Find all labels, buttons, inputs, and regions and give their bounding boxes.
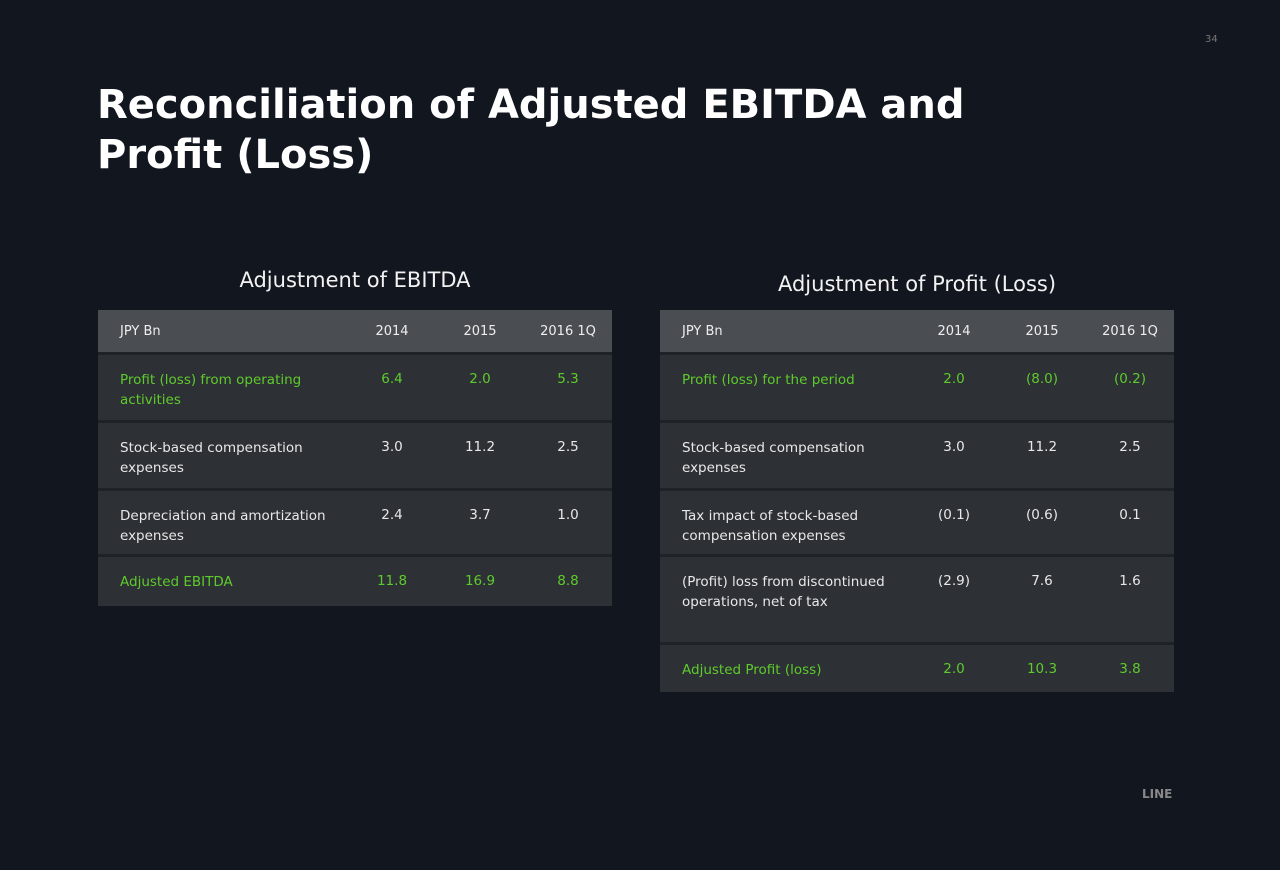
cell-value: 0.1 (1086, 488, 1174, 556)
profit-table-title: Adjustment of Profit (Loss) (777, 272, 1057, 296)
table-row: Profit (loss) for the period 2.0 (8.0) (0.2… (660, 352, 1174, 422)
cell-value: 1.0 (524, 488, 612, 556)
cell-value: (0.2) (1086, 352, 1174, 422)
table-row: Adjusted Profit (loss) 2.0 10.3 3.8 (660, 642, 1174, 692)
ebitda-table-title: Adjustment of EBITDA (239, 268, 471, 292)
table-row: Tax impact of stock-based compensation e… (660, 488, 1174, 556)
row-label: Stock-based compensation expenses (660, 420, 910, 490)
cell-value: 10.3 (998, 642, 1086, 692)
row-label: Profit (loss) from operating activities (98, 352, 348, 422)
column-header: 2016 1Q (524, 310, 612, 354)
cell-value: 1.6 (1086, 554, 1174, 644)
cell-value: 2.0 (910, 642, 998, 692)
row-label: (Profit) loss from discontinued operatio… (660, 554, 910, 644)
column-header: 2015 (436, 310, 524, 354)
cell-value: 3.7 (436, 488, 524, 556)
table-row: Adjusted EBITDA 11.8 16.9 8.8 (98, 554, 612, 606)
cell-value: 11.8 (348, 554, 436, 606)
cell-value: 3.8 (1086, 642, 1174, 692)
column-header: 2015 (998, 310, 1086, 354)
header-row: JPY Bn 2014 2015 2016 1Q (660, 310, 1174, 354)
page-number: 34 (1205, 34, 1218, 45)
cell-value: 6.4 (348, 352, 436, 422)
ebitda-table: JPY Bn 2014 2015 2016 1Q Profit (loss) from … (98, 310, 612, 606)
profit-table: JPY Bn 2014 2015 2016 1Q Profit (loss) for t… (660, 310, 1174, 692)
table-row: Profit (loss) from operating activities 6… (98, 352, 612, 422)
row-label: Profit (loss) for the period (660, 352, 910, 422)
table-row: Depreciation and amortization expenses 2.… (98, 488, 612, 556)
cell-value: (8.0) (998, 352, 1086, 422)
row-label: Tax impact of stock-based compensation e… (660, 488, 910, 556)
cell-value: 5.3 (524, 352, 612, 422)
line-logo: LINE (1142, 787, 1173, 801)
cell-value: (0.1) (910, 488, 998, 556)
row-label: Depreciation and amortization expenses (98, 488, 348, 556)
table-row: (Profit) loss from discontinued operatio… (660, 554, 1174, 644)
row-label: Stock-based compensation expenses (98, 420, 348, 490)
cell-value: (2.9) (910, 554, 998, 644)
row-label: Adjusted Profit (loss) (660, 642, 910, 692)
column-header: 2014 (910, 310, 998, 354)
cell-value: 8.8 (524, 554, 612, 606)
cell-value: 3.0 (348, 420, 436, 490)
column-header: JPY Bn (660, 310, 910, 354)
cell-value: 2.5 (524, 420, 612, 490)
table-row: Stock-based compensation expenses 3.0 11.2… (660, 420, 1174, 490)
column-header: 2016 1Q (1086, 310, 1174, 354)
column-header: JPY Bn (98, 310, 348, 354)
cell-value: 3.0 (910, 420, 998, 490)
page-title: Reconciliation of Adjusted EBITDA and Pr… (97, 82, 965, 178)
cell-value: 2.0 (436, 352, 524, 422)
cell-value: 2.0 (910, 352, 998, 422)
cell-value: 11.2 (436, 420, 524, 490)
column-header: 2014 (348, 310, 436, 354)
row-label: Adjusted EBITDA (98, 554, 348, 606)
cell-value: (0.6) (998, 488, 1086, 556)
cell-value: 16.9 (436, 554, 524, 606)
cell-value: 2.4 (348, 488, 436, 556)
cell-value: 2.5 (1086, 420, 1174, 490)
cell-value: 7.6 (998, 554, 1086, 644)
table-row: Stock-based compensation expenses 3.0 11.2… (98, 420, 612, 490)
cell-value: 11.2 (998, 420, 1086, 490)
header-row: JPY Bn 2014 2015 2016 1Q (98, 310, 612, 354)
